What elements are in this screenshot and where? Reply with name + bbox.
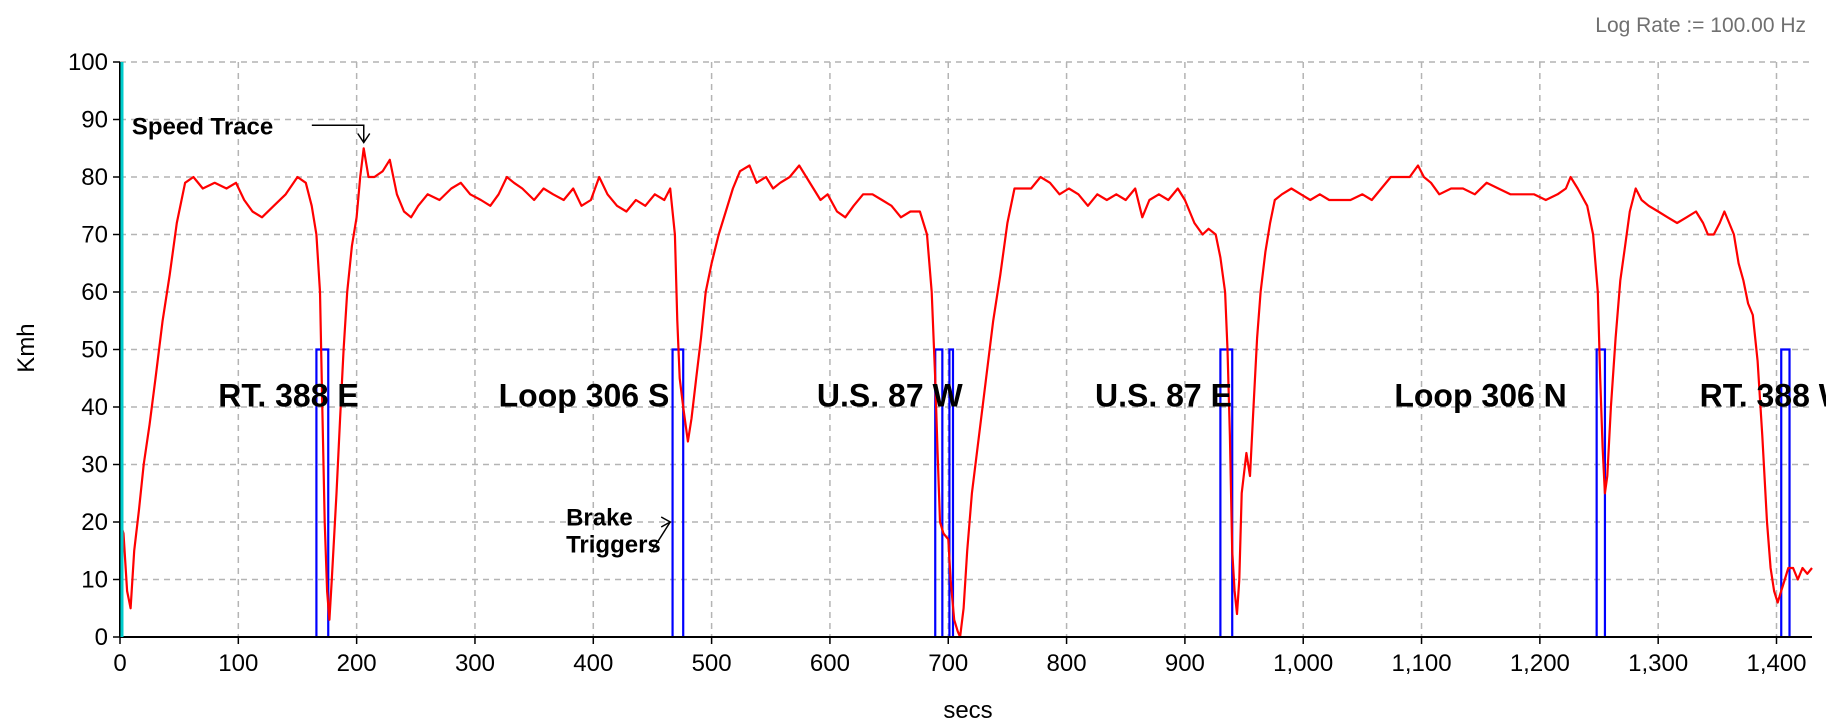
brake-trigger-pulse: [1219, 348, 1234, 637]
annotation-arrow-line: [650, 521, 671, 553]
axes: [113, 61, 1812, 644]
brake-trigger-pulse: [948, 348, 955, 637]
segment-label: Loop 306 N: [1394, 378, 1566, 414]
x-tick-label: 0: [113, 650, 126, 677]
segment-labels: RT. 388 E Loop 306 S U.S. 87 W U.S. 87 E Loo…: [218, 378, 1826, 414]
speed-trace-annotation: Speed Trace: [132, 113, 371, 144]
y-tick-label: 50: [81, 337, 108, 364]
x-tick-label: 300: [455, 650, 495, 677]
x-tick-label: 400: [573, 650, 613, 677]
tick-labels: 0 100 200 300 400 500 600 700 800 900 1,000 1,100 1,…: [68, 49, 1807, 677]
annotation-arrow-head: [660, 516, 672, 528]
x-tick-label: 1,000: [1273, 650, 1333, 677]
x-tick-label: 1,300: [1628, 650, 1688, 677]
annotation-text: Brake: [566, 504, 633, 531]
x-tick-label: 600: [810, 650, 850, 677]
x-tick-label: 800: [1047, 650, 1087, 677]
y-tick-label: 70: [81, 222, 108, 249]
y-tick-label: 100: [68, 49, 108, 76]
y-tick-label: 60: [81, 279, 108, 306]
brake-trigger-pulse: [934, 348, 944, 637]
y-tick-label: 20: [81, 509, 108, 536]
x-tick-label: 1,400: [1746, 650, 1806, 677]
annotation-arrow-line: [311, 124, 365, 143]
grid: [120, 61, 1812, 637]
x-tick-label: 100: [218, 650, 258, 677]
y-axis-title: Kmh: [13, 323, 40, 372]
y-tick-label: 80: [81, 164, 108, 191]
brake-trigger-pulse: [1780, 348, 1791, 637]
x-tick-label: 900: [1165, 650, 1205, 677]
segment-label: U.S. 87 E: [1095, 378, 1232, 414]
x-axis-title: secs: [943, 697, 992, 724]
brake-trigger-pulse: [315, 348, 330, 637]
speed-trace-line: [118, 147, 1813, 639]
y-tick-label: 40: [81, 394, 108, 421]
x-tick-label: 1,200: [1510, 650, 1570, 677]
x-tick-label: 200: [337, 650, 377, 677]
y-tick-label: 30: [81, 452, 108, 479]
speed-trace-series: [118, 147, 1813, 639]
annotation-arrow-head: [357, 133, 371, 144]
y-tick-label: 90: [81, 107, 108, 134]
segment-label: Loop 306 S: [499, 378, 670, 414]
segment-label: RT. 388 E: [218, 378, 359, 414]
segment-label: U.S. 87 W: [817, 378, 964, 414]
segment-label: RT. 388 W: [1700, 378, 1826, 414]
y-tick-label: 0: [95, 624, 108, 651]
log-rate-label: Log Rate := 100.00 Hz: [1595, 14, 1806, 37]
x-tick-label: 1,100: [1392, 650, 1452, 677]
annotation-text: Triggers: [566, 531, 661, 558]
annotation-text: Speed Trace: [132, 113, 273, 140]
y-tick-label: 10: [81, 567, 108, 594]
x-tick-label: 500: [692, 650, 732, 677]
x-tick-label: 700: [928, 650, 968, 677]
